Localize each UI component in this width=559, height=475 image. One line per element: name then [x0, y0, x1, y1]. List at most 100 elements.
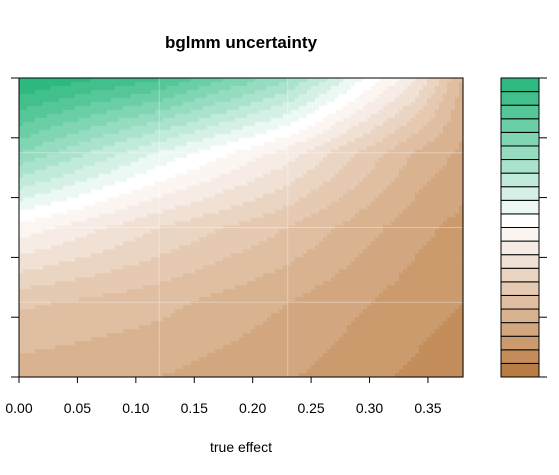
- contour-cell: [235, 241, 240, 247]
- contour-cell: [411, 105, 416, 111]
- contour-cell: [283, 137, 288, 143]
- contour-cell: [191, 121, 196, 127]
- contour-cell: [247, 81, 252, 87]
- contour-cell: [283, 221, 288, 227]
- contour-cell: [179, 149, 184, 155]
- contour-cell: [231, 221, 236, 227]
- contour-cell: [231, 109, 236, 115]
- contour-cell: [291, 121, 296, 127]
- contour-cell: [379, 177, 384, 183]
- contour-cell: [107, 149, 112, 155]
- contour-cell: [223, 253, 228, 258]
- contour-cell: [399, 181, 404, 187]
- contour-cell: [115, 169, 120, 175]
- contour-cell: [427, 161, 432, 167]
- contour-cell: [379, 189, 384, 195]
- contour-cell: [131, 125, 136, 131]
- contour-cell: [71, 181, 76, 187]
- contour-cell: [63, 225, 68, 231]
- contour-cell: [443, 93, 448, 99]
- contour-cell: [423, 173, 428, 179]
- contour-cell: [119, 241, 124, 247]
- contour-cell: [123, 97, 128, 103]
- contour-cell: [319, 113, 324, 119]
- contour-cell: [279, 153, 284, 159]
- contour-cell: [155, 145, 160, 151]
- contour-cell: [87, 177, 92, 183]
- contour-cell: [299, 78, 304, 83]
- contour-cell: [323, 205, 328, 211]
- contour-cell: [183, 145, 188, 151]
- contour-cell: [455, 137, 460, 143]
- contour-cell: [179, 93, 184, 99]
- contour-cell: [191, 221, 196, 227]
- contour-cell: [343, 185, 348, 191]
- contour-cell: [295, 173, 300, 179]
- contour-cell: [271, 245, 276, 251]
- contour-cell: [71, 101, 76, 107]
- contour-cell: [415, 109, 420, 115]
- contour-cell: [339, 141, 344, 147]
- contour-cell: [343, 133, 348, 139]
- contour-cell: [119, 209, 124, 215]
- contour-cell: [351, 181, 356, 187]
- contour-cell: [203, 237, 208, 243]
- contour-cell: [87, 241, 92, 247]
- contour-cell: [307, 169, 312, 175]
- contour-cell: [31, 78, 36, 83]
- contour-cell: [455, 237, 460, 243]
- contour-cell: [175, 157, 180, 163]
- contour-cell: [187, 78, 192, 83]
- contour-cell: [207, 129, 212, 135]
- contour-cell: [455, 225, 460, 231]
- contour-cell: [367, 245, 372, 251]
- contour-cell: [131, 217, 136, 223]
- contour-cell: [307, 125, 312, 131]
- contour-cell: [143, 197, 148, 203]
- contour-cell: [339, 169, 344, 175]
- contour-cell: [359, 78, 364, 83]
- contour-cell: [363, 149, 368, 155]
- contour-cell: [191, 217, 196, 223]
- contour-cell: [391, 169, 396, 175]
- contour-cell: [63, 161, 68, 167]
- contour-cell: [107, 225, 112, 231]
- contour-cell: [167, 161, 172, 167]
- contour-cell: [19, 137, 24, 143]
- contour-cell: [203, 177, 208, 183]
- contour-cell: [235, 201, 240, 207]
- contour-cell: [55, 133, 60, 139]
- contour-cell: [111, 217, 116, 223]
- contour-cell: [431, 249, 436, 255]
- contour-cell: [143, 217, 148, 223]
- contour-cell: [91, 149, 96, 155]
- contour-cell: [367, 157, 372, 163]
- contour-cell: [63, 129, 68, 135]
- contour-cell: [99, 129, 104, 135]
- contour-cell: [259, 93, 264, 99]
- contour-cell: [427, 173, 432, 179]
- contour-cell: [375, 97, 380, 103]
- contour-cell: [279, 205, 284, 211]
- contour-cell: [111, 78, 116, 83]
- contour-cell: [267, 153, 272, 159]
- contour-cell: [39, 173, 44, 179]
- contour-cell: [403, 93, 408, 99]
- contour-cell: [107, 229, 112, 235]
- contour-cell: [255, 125, 260, 131]
- contour-cell: [315, 89, 320, 95]
- contour-cell: [91, 113, 96, 119]
- contour-cell: [155, 141, 160, 147]
- contour-cell: [431, 237, 436, 243]
- contour-cell: [391, 237, 396, 243]
- contour-cell: [403, 253, 408, 258]
- contour-cell: [147, 233, 152, 239]
- contour-cell: [375, 225, 380, 231]
- contour-cell: [167, 89, 172, 95]
- contour-cell: [291, 253, 296, 258]
- contour-cell: [359, 189, 364, 195]
- contour-cell: [99, 137, 104, 143]
- contour-cell: [339, 245, 344, 251]
- contour-cell: [107, 249, 112, 255]
- contour-cell: [91, 85, 96, 91]
